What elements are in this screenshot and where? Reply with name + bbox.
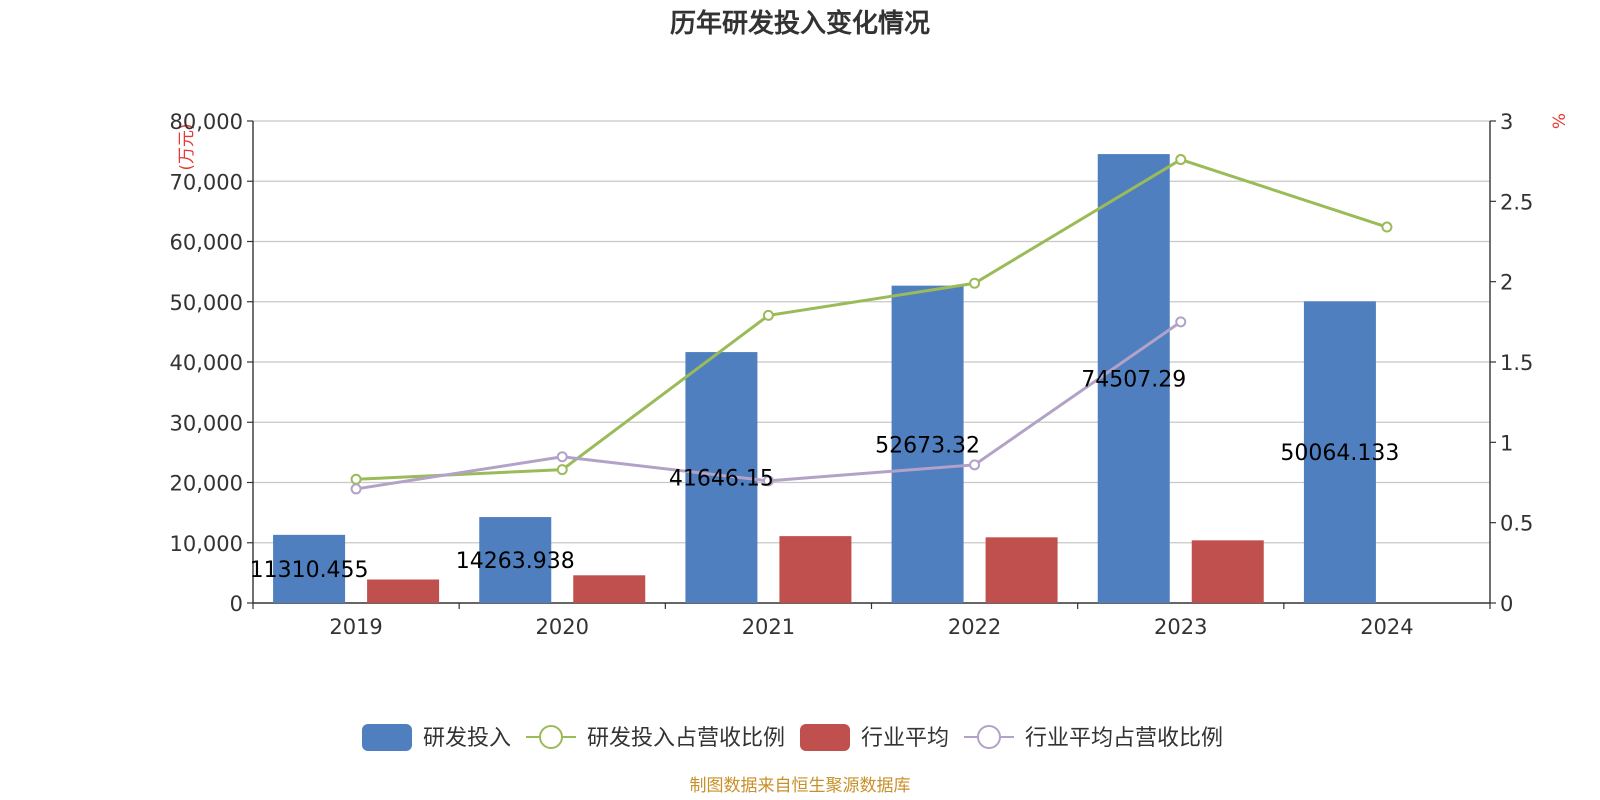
left-tick-label: 50,000 — [170, 291, 243, 315]
lines — [350, 154, 1393, 495]
legend-swatch — [800, 724, 850, 751]
right-tick-label: 0.5 — [1500, 512, 1533, 536]
right-tick-label: 1 — [1500, 431, 1513, 455]
point-行业平均占营收比例 — [1175, 316, 1187, 328]
left-tick-label: 40,000 — [170, 351, 243, 375]
bar-data-label: 74507.29 — [1081, 368, 1186, 393]
point-行业平均占营收比例 — [969, 459, 981, 471]
line-研发投入占营收比例 — [356, 157, 1388, 481]
bar-data-label: 52673.32 — [875, 433, 980, 458]
chart-title: 历年研发投入变化情况 — [670, 8, 930, 39]
right-tick-label: 0 — [1500, 592, 1513, 616]
bar-研发投入-2023 — [1097, 154, 1170, 604]
point-研发投入占营收比例 — [969, 277, 981, 289]
axes: 0 10,000 20,000 30,000 40,000 50,000 60,000 70,… — [170, 110, 1534, 639]
point-研发投入占营收比例 — [350, 473, 362, 485]
x-tick-label: 2022 — [948, 615, 1001, 639]
left-tick-label: 70,000 — [170, 170, 243, 194]
point-行业平均占营收比例 — [350, 483, 362, 495]
bar-研发投入-2020 — [479, 517, 552, 603]
left-tick-label: 80,000 — [170, 110, 243, 134]
bar-行业平均-2022 — [985, 537, 1058, 603]
point-研发投入占营收比例 — [762, 309, 774, 321]
right-tick-label: 2 — [1500, 271, 1513, 295]
bar-data-label: 14263.938 — [456, 549, 575, 574]
legend-label: 研发投入占营收比例 — [587, 726, 785, 751]
line-行业平均占营收比例 — [355, 320, 1182, 491]
right-tick-label: 3 — [1500, 110, 1513, 134]
bars — [273, 154, 1376, 604]
x-tick-label: 2019 — [329, 615, 382, 639]
point-行业平均占营收比例 — [556, 451, 568, 463]
left-axis-unit: (万元) — [177, 123, 197, 170]
bar-data-label: 50064.133 — [1280, 441, 1399, 466]
point-研发投入占营收比例 — [1175, 154, 1187, 166]
source-note: 制图数据来自恒生聚源数据库 — [690, 776, 911, 796]
right-tick-label: 2.5 — [1500, 190, 1533, 214]
bar-data-label: 11310.455 — [250, 558, 369, 583]
grid — [253, 120, 1490, 544]
right-tick-label: 1.5 — [1500, 351, 1533, 375]
point-研发投入占营收比例 — [1381, 221, 1393, 233]
legend-label: 行业平均 — [861, 726, 949, 751]
bar-行业平均-2021 — [779, 536, 852, 603]
x-tick-label: 2021 — [742, 615, 795, 639]
bar-行业平均-2023 — [1191, 540, 1264, 603]
legend-label: 行业平均占营收比例 — [1025, 726, 1223, 751]
bar-data-label: 41646.15 — [669, 467, 774, 492]
bar-行业平均-2019 — [367, 579, 440, 603]
left-tick-label: 10,000 — [170, 532, 243, 556]
bar-行业平均-2020 — [573, 575, 646, 603]
left-tick-label: 20,000 — [170, 472, 243, 496]
left-tick-label: 30,000 — [170, 411, 243, 435]
left-tick-label: 0 — [230, 592, 243, 616]
right-axis-unit: % — [1550, 113, 1570, 129]
x-tick-label: 2023 — [1154, 615, 1207, 639]
legend-label: 研发投入 — [423, 726, 511, 751]
bar-研发投入-2022 — [891, 285, 964, 603]
point-研发投入占营收比例 — [556, 464, 568, 476]
point-行业平均占营收比例 — [762, 475, 774, 487]
x-tick-label: 2024 — [1360, 615, 1413, 639]
left-tick-label: 60,000 — [170, 231, 243, 255]
legend: 研发投入 研发投入占营收比例 行业平均 行业平均占营收比例 — [362, 724, 1223, 751]
legend-swatch — [362, 724, 412, 751]
bar-研发投入-2019 — [273, 534, 346, 603]
legend-swatch-marker — [977, 725, 1001, 749]
data-labels: 11310.455 14263.938 41646.15 52673.32 74507.… — [250, 368, 1400, 583]
x-tick-label: 2020 — [536, 615, 589, 639]
bar-研发投入-2024 — [1303, 301, 1376, 603]
legend-swatch-marker — [539, 725, 563, 749]
